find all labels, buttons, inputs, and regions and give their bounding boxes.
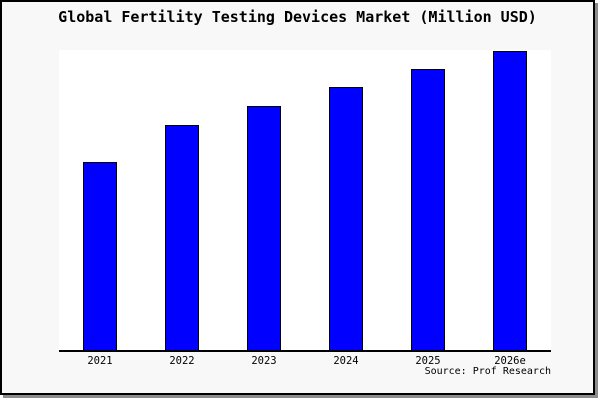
bar-column <box>59 50 141 350</box>
bar-2023 <box>247 105 281 350</box>
x-tick-label: 2022 <box>169 355 195 367</box>
chart-frame: Global Fertility Testing Devices Market … <box>0 0 595 395</box>
plot-area <box>59 50 551 352</box>
bar-column <box>305 50 387 350</box>
chart-title: Global Fertility Testing Devices Market … <box>58 8 537 26</box>
bar-column <box>141 50 223 350</box>
bar-column <box>387 50 469 350</box>
bar-column <box>223 50 305 350</box>
bar-column <box>469 50 551 350</box>
x-tick-label: 2024 <box>333 355 359 367</box>
bar-2022 <box>165 124 199 350</box>
bar-2026e <box>493 50 527 350</box>
bars-container <box>59 50 551 350</box>
x-axis-labels: 2021 2022 2023 2024 2025 2026e <box>59 355 551 367</box>
bar-2025 <box>411 68 445 350</box>
x-tick-label: 2026e <box>494 355 526 367</box>
source-credit: Source: Prof Research <box>424 366 551 377</box>
x-tick-label: 2025 <box>415 355 441 367</box>
x-tick-label: 2023 <box>251 355 277 367</box>
bar-2021 <box>83 161 117 350</box>
x-tick-label: 2021 <box>87 355 113 367</box>
bar-2024 <box>329 86 363 350</box>
